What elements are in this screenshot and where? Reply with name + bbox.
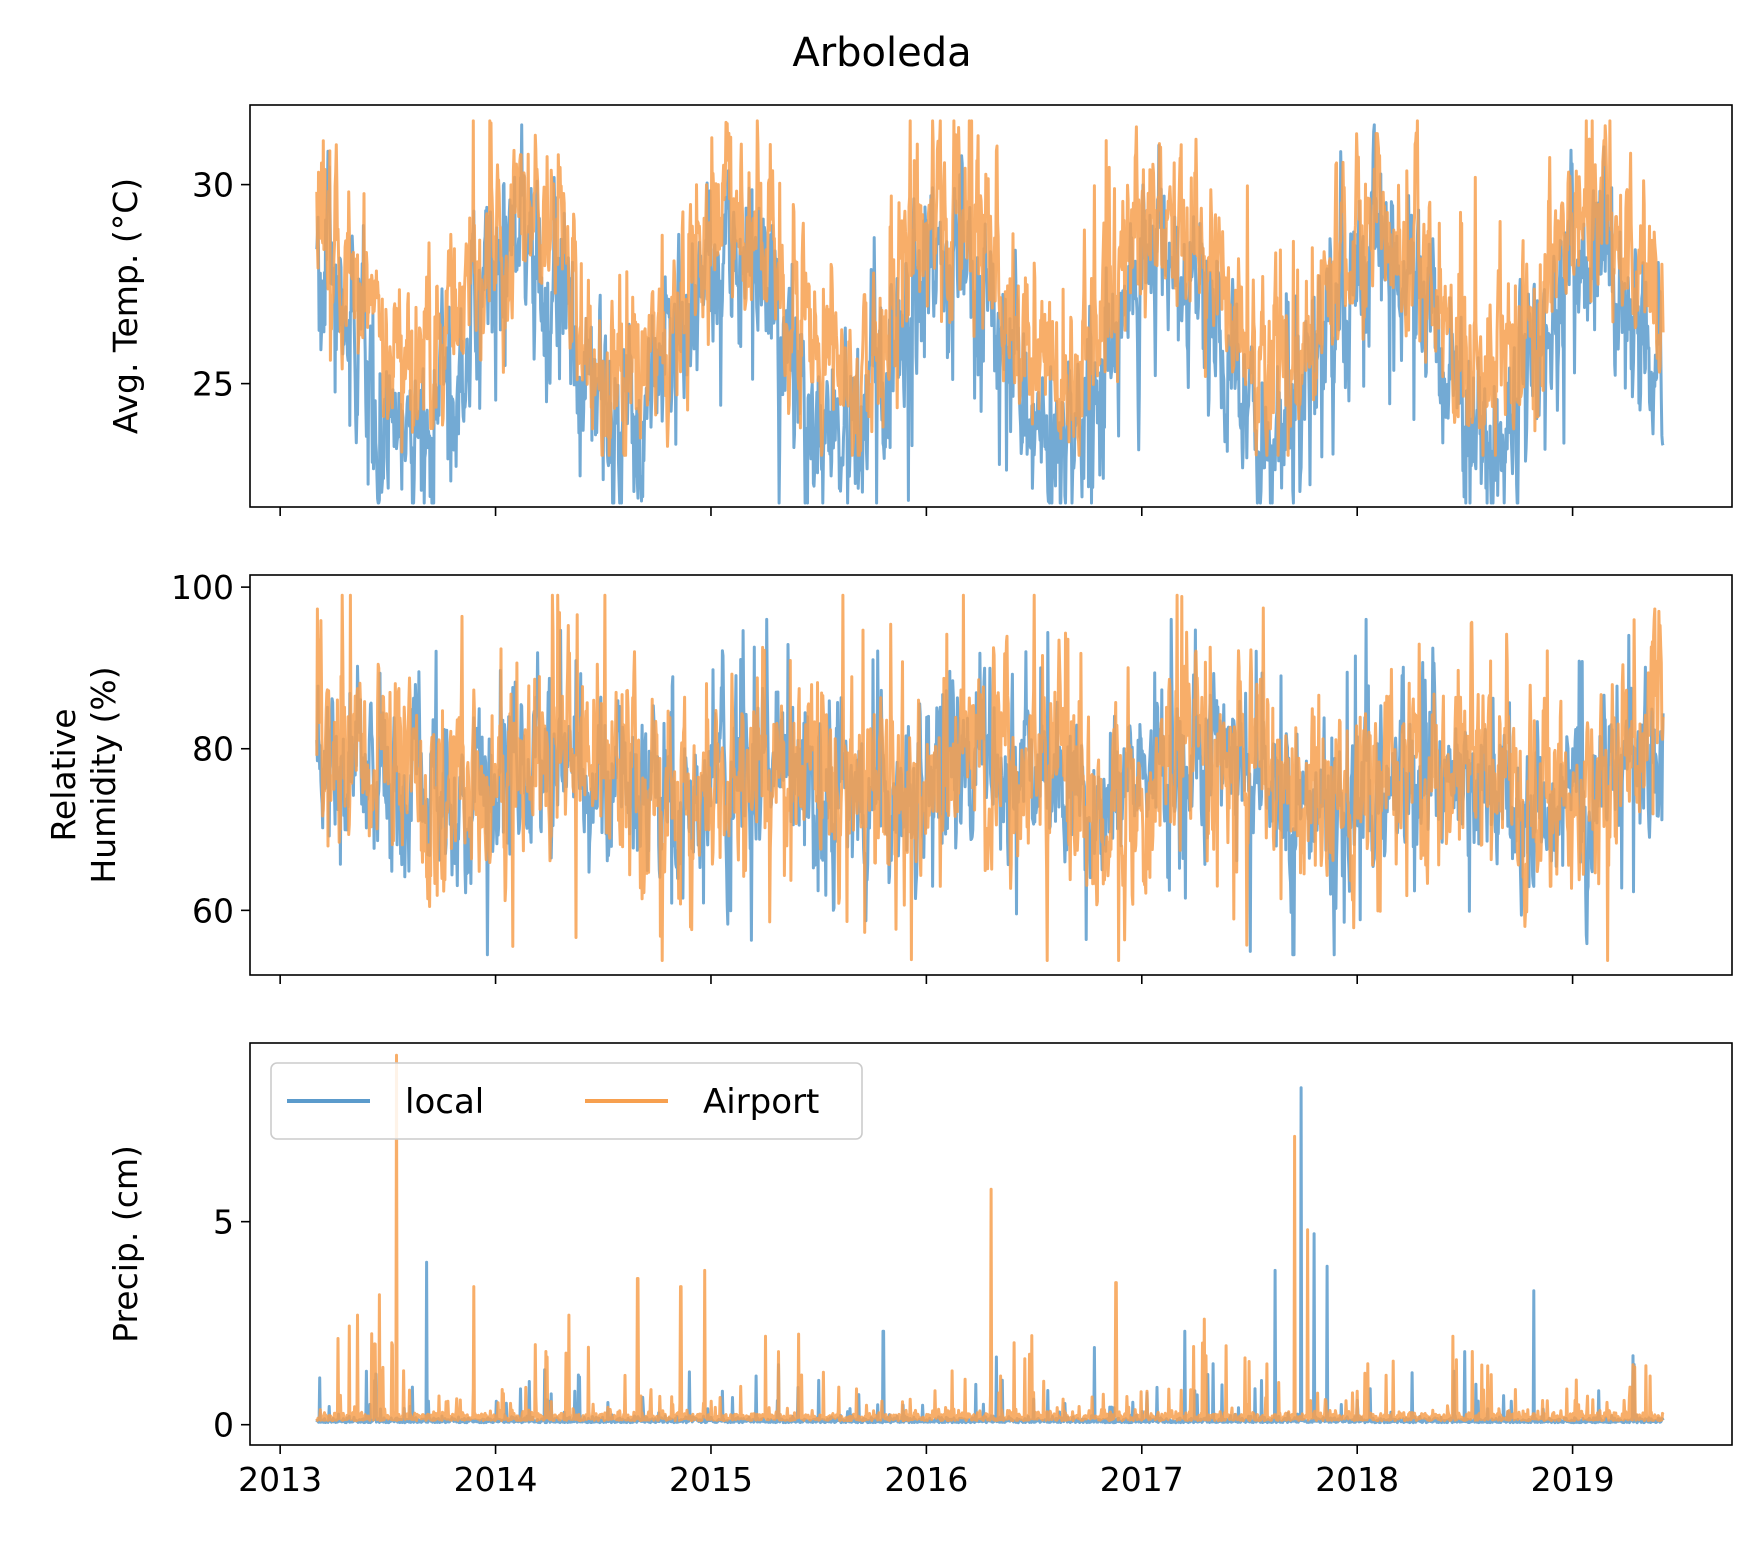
temperature-axes-frame <box>249 104 1733 508</box>
humidity-axes-frame <box>249 574 1733 976</box>
legend-label-airport: Airport <box>703 1082 819 1122</box>
humidity-ylabel: Relative <box>44 708 83 841</box>
precipitation-axes-frame <box>249 1042 1733 1446</box>
temperature-ytick-label: 25 <box>192 365 234 404</box>
xtick-label-2018: 2018 <box>1315 1460 1399 1499</box>
precipitation-panel: 0 5 2013 2014 2015 2016 2017 2018 2019 Precip. (c… <box>106 1042 1733 1499</box>
temperature-ytick-label: 30 <box>192 166 234 205</box>
temperature-series-airport <box>315 119 1665 457</box>
precipitation-ytick-label: 5 <box>213 1203 234 1242</box>
xtick-label-2016: 2016 <box>884 1460 968 1499</box>
precipitation-ylabel: Precip. (cm) <box>106 1145 145 1343</box>
temperature-ylabel: Avg. Temp. (°C) <box>106 178 145 434</box>
precipitation-series-airport <box>315 1053 1665 1423</box>
humidity-ytick-label: 80 <box>192 730 234 769</box>
temperature-panel: 25 30 Avg. Temp. (°C) <box>106 104 1733 516</box>
humidity-plot-area <box>315 593 1665 962</box>
xtick-label-2019: 2019 <box>1531 1460 1615 1499</box>
xtick-label-2013: 2013 <box>238 1460 322 1499</box>
legend: local Airport <box>270 1062 863 1140</box>
precipitation-plot-area <box>315 1053 1665 1425</box>
humidity-ylabel: Humidity (%) <box>84 666 123 883</box>
temperature-plot-area <box>315 119 1665 505</box>
precipitation-ytick-label: 0 <box>213 1406 234 1445</box>
humidity-panel: 60 80 100 Relative Humidity (%) <box>44 568 1733 984</box>
humidity-ytick-label: 60 <box>192 891 234 930</box>
legend-label-local: local <box>405 1082 484 1122</box>
legend-box <box>270 1062 863 1140</box>
chart-title: Arboleda <box>792 30 971 76</box>
xtick-label-2017: 2017 <box>1100 1460 1184 1499</box>
humidity-series-airport <box>315 593 1665 962</box>
humidity-ytick-label: 100 <box>171 568 234 607</box>
xtick-label-2015: 2015 <box>669 1460 753 1499</box>
xtick-label-2014: 2014 <box>454 1460 538 1499</box>
